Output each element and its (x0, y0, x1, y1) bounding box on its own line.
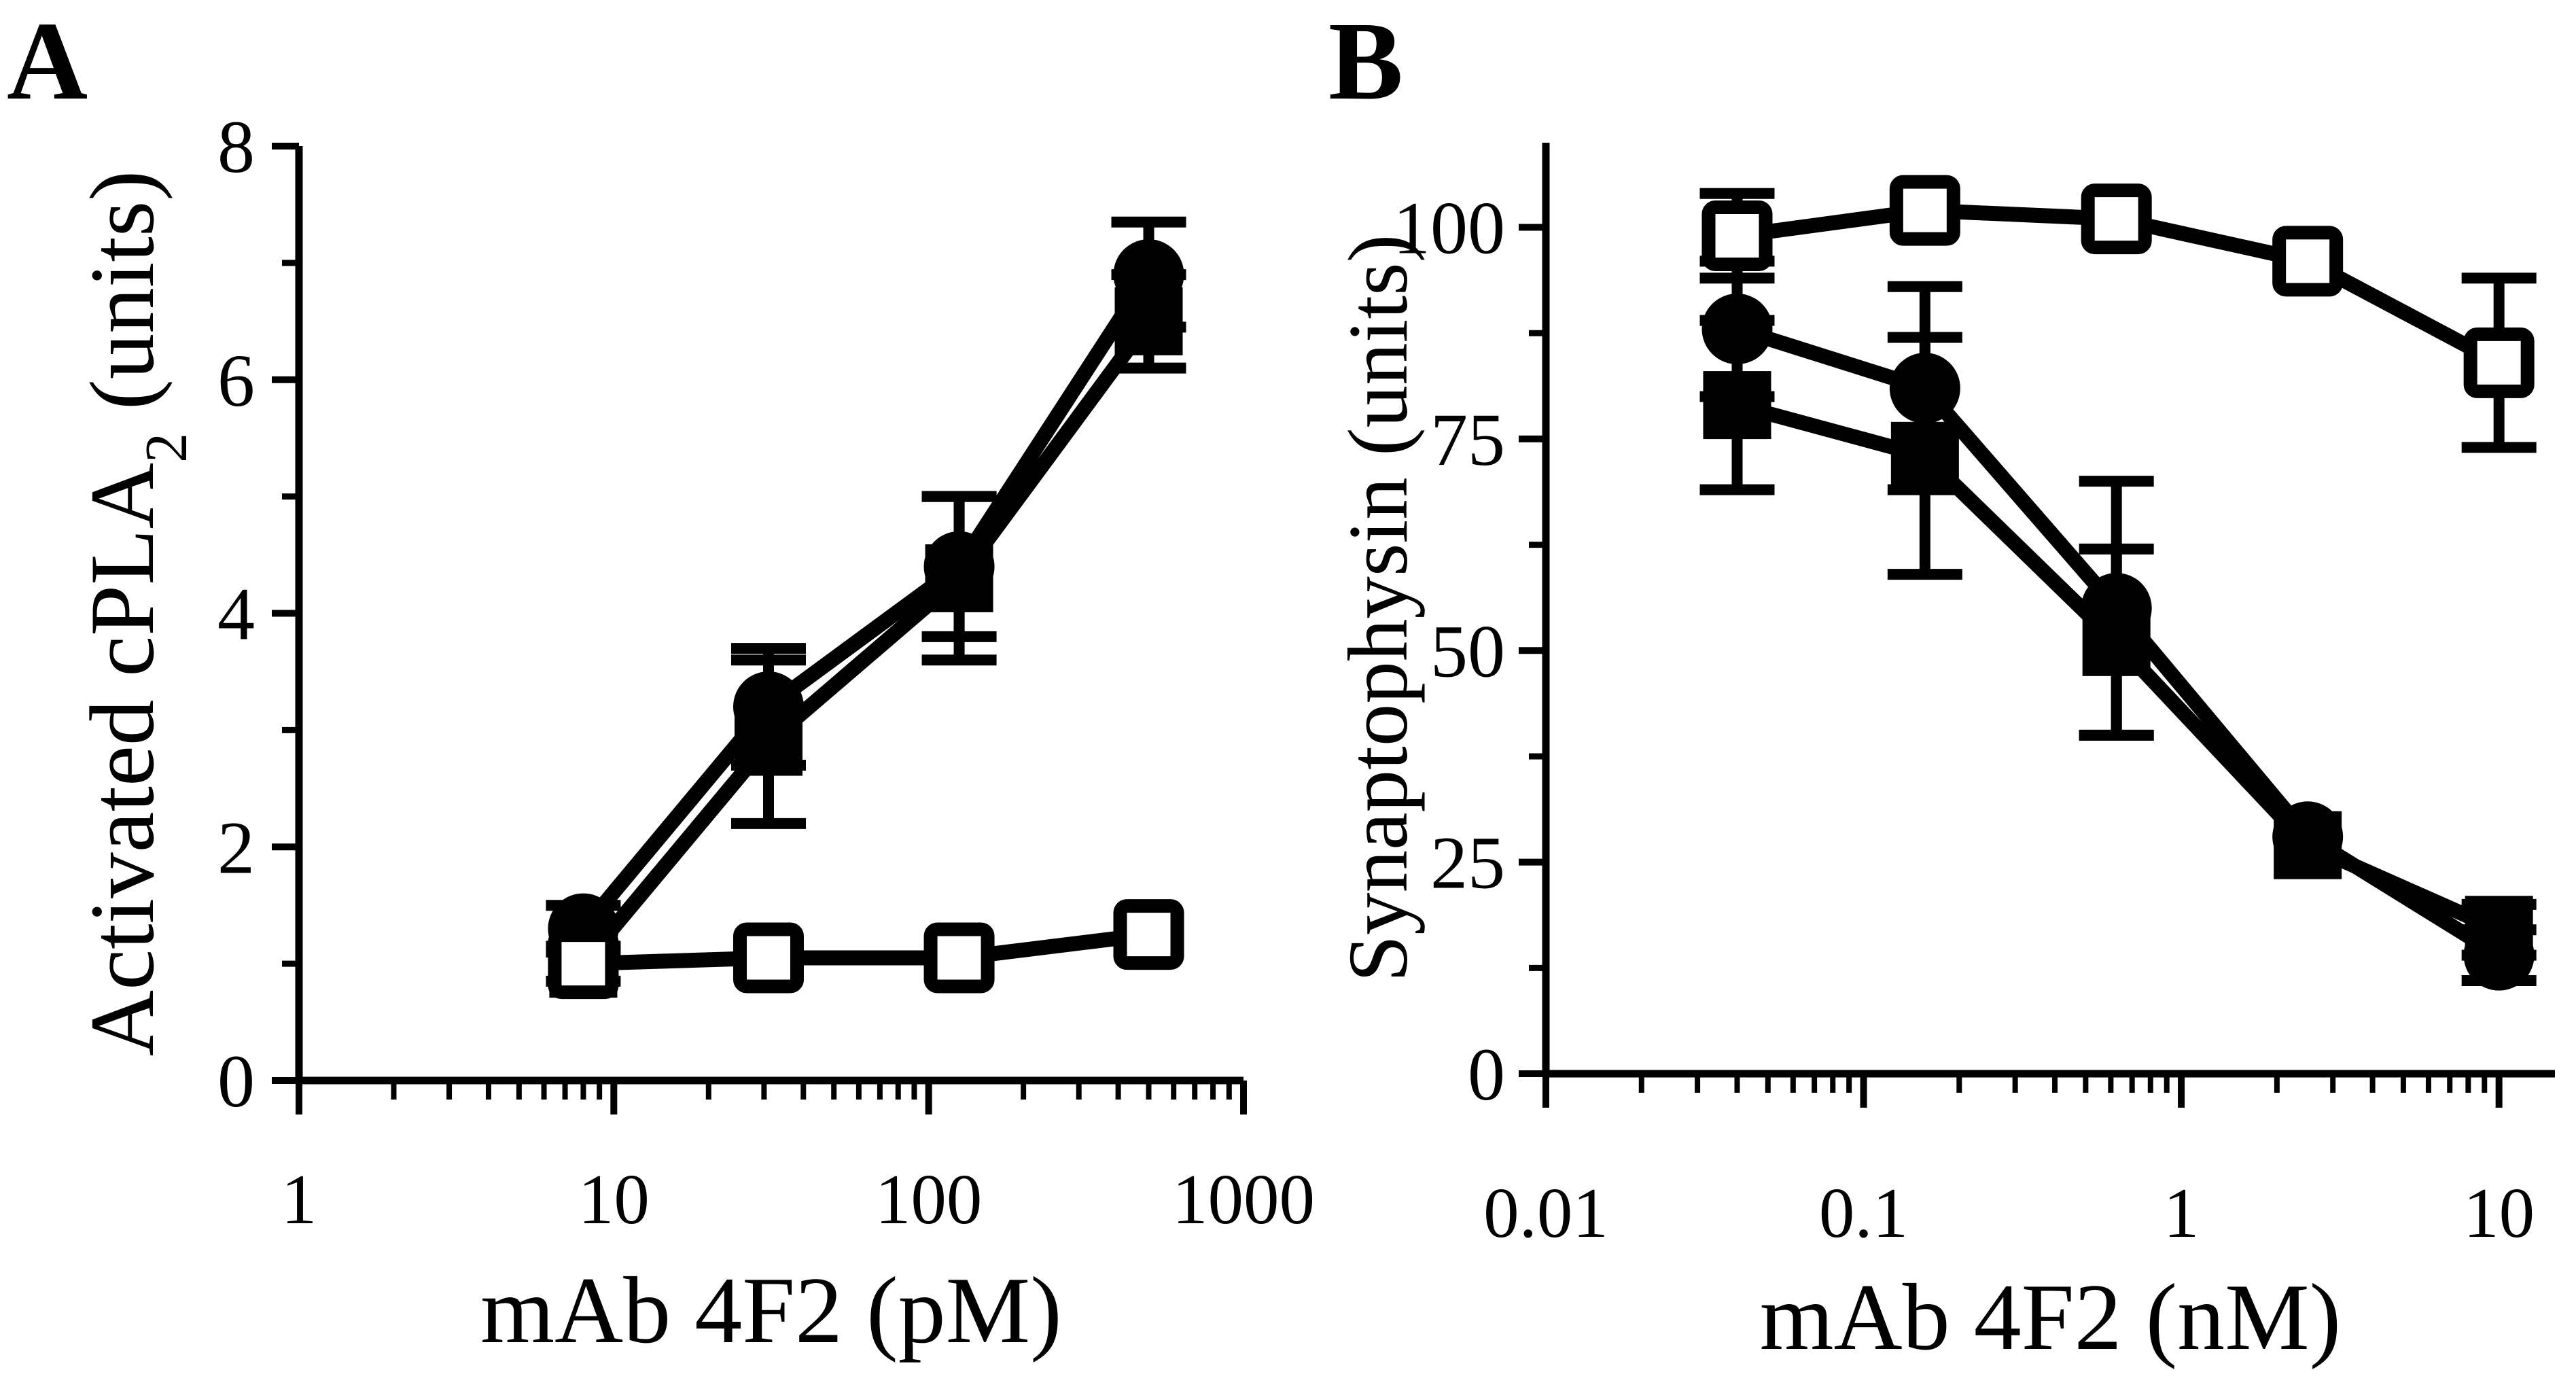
x-axis-title: mAb 4F2 (pM) (480, 1258, 1062, 1363)
y-tick-label: 0 (1468, 1033, 1505, 1116)
data-point-open-square (2463, 327, 2535, 398)
x-tick-label: 0.1 (1819, 1173, 1908, 1252)
data-point-square (2465, 896, 2533, 964)
x-tick-label: 100 (875, 1159, 983, 1239)
x-tick-label: 1000 (1172, 1159, 1315, 1239)
series-line (577, 270, 1155, 934)
data-point-square (925, 544, 993, 612)
data-point-open-square (733, 922, 804, 994)
panel-b: B 0 25 50 75 100 0.01 0.1 1 10 mAb 4F2 (nM) Synapto… (1328, 0, 2555, 1370)
series-line (577, 317, 1155, 969)
y-tick-label: 6 (217, 339, 255, 422)
y-tick-label: 2 (217, 806, 255, 889)
y-axis-title-main: Activated cPLA (72, 463, 173, 1056)
y-tick-label: 0 (217, 1040, 255, 1123)
y-axis-title: Activated cPLA2 (units) (72, 171, 200, 1057)
y-tick-label: 4 (217, 573, 255, 656)
y-axis-title: Synaptophysin (units) (1332, 234, 1426, 983)
data-point-open-square (923, 922, 995, 994)
series-square-open (583, 927, 1150, 972)
data-point-square (2082, 608, 2151, 676)
panel-a: A 0 2 4 6 8 1 10 100 1000 mAb 4F2 (pM) Activated cP… (7, 0, 1315, 1363)
y-axis-title-main: Synaptophysin (units) (1332, 234, 1426, 983)
panel-label: A (7, 0, 88, 123)
y-axis-title-tail: (units) (72, 171, 173, 433)
data-point-square (1703, 371, 1771, 440)
x-tick-label: 10 (2463, 1173, 2535, 1252)
data-point-circle (1701, 294, 1773, 364)
data-point-open-square (2272, 226, 2344, 297)
panel-label: B (1328, 0, 1403, 123)
data-point-square (1890, 421, 1959, 490)
y-tick-label: 50 (1430, 610, 1505, 692)
x-tick-label: 1 (2164, 1173, 2200, 1252)
data-point-open-square (548, 928, 619, 1000)
y-axis-title-sub: 2 (134, 433, 200, 463)
x-tick-label: 0.01 (1483, 1173, 1608, 1252)
data-point-open-square (2081, 183, 2152, 255)
data-point-square (1114, 287, 1183, 355)
x-tick-label: 10 (578, 1159, 650, 1239)
y-tick-label: 25 (1430, 822, 1505, 905)
data-point-circle (1889, 353, 1960, 424)
y-tick-label: 8 (217, 105, 255, 188)
data-point-square (734, 707, 802, 776)
y-tick-label: 75 (1430, 398, 1505, 481)
x-axis-title: mAb 4F2 (nM) (1760, 1265, 2342, 1370)
y-tick-label: 100 (1393, 187, 1505, 270)
data-point-open-square (1889, 175, 1960, 246)
series-line (583, 927, 1150, 972)
data-point-open-square (1701, 200, 1773, 271)
data-point-square (2274, 811, 2342, 879)
data-point-open-square (1113, 899, 1184, 970)
x-tick-label: 1 (281, 1159, 317, 1239)
